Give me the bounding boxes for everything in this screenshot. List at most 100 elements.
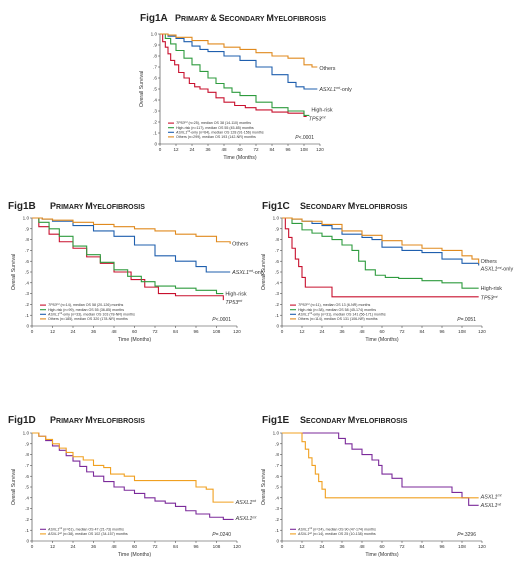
y-tick-label: 0 [26,539,29,544]
y-tick-label: .1 [275,528,279,533]
curve-end-label: ASXL1mt-only [480,266,514,273]
x-axis-title: Time (Months) [365,552,399,558]
curve-end-label: TP53mt [225,299,243,306]
legend-entry: Others (n=299), median OS 193 (142-NR) m… [176,135,256,139]
legend-entry: High-risk (n=38), median OS 58 (45-174) … [298,308,376,312]
x-tick-label: 24 [319,329,325,334]
y-tick-label: 1.0 [151,32,158,37]
figure-label: Fig1E [262,415,290,426]
curve-end-label: Others [481,259,497,265]
legend-entry: TP53mt (n=25), median OS 38 (14-110) mon… [176,120,251,125]
y-tick-label: .8 [25,237,29,242]
p-value: P<.0001 [212,317,231,323]
y-tick-label: .7 [25,463,29,468]
y-tick-label: 0 [276,324,279,329]
panel-b: Fig1B PRIMARY MYELOFIBROSIS 0 .1 .2 .3 .4 .5 .6.… [8,201,265,343]
curve-end-label: Others [319,66,335,72]
panel-a: Fig1A PRIMARY & SECONDARY MYELOFIBROSIS 0.… [139,13,352,161]
y-tick-label: .6 [25,259,29,264]
curve-end-label: High-risk [481,286,503,292]
x-tick-label: 36 [91,544,97,549]
survival-curve [282,217,480,264]
x-tick-label: 120 [478,329,486,334]
survival-curve [160,33,310,116]
curve-end-label: ASXL1mt [480,494,503,501]
survival-curve [32,217,224,301]
x-tick-label: 0 [31,329,34,334]
x-tick-label: 120 [233,544,241,549]
y-tick-label: .1 [25,528,29,533]
p-value: P=.0051 [457,317,476,323]
curve-end-label: High-risk [225,291,247,297]
x-axis-title: Time (Months) [223,155,257,161]
x-tick-label: 108 [458,329,466,334]
x-tick-label: 72 [399,544,405,549]
legend-entry: Others (n=185), median OS 320 (178-NR) m… [48,317,128,321]
x-tick-label: 60 [132,329,138,334]
curve-end-label: High-risk [311,108,333,114]
survival-curve [160,33,307,118]
x-tick-label: 36 [91,329,97,334]
x-tick-label: 48 [359,544,365,549]
y-tick-label: .6 [153,76,157,81]
y-tick-label: 0 [26,324,29,329]
legend-entry: ASXL1mt (n=61), median OS 47 (21-73) mon… [47,526,124,531]
legend-entry: ASXL1mt-only (n=31), median OS 141 (56-1… [297,311,386,316]
y-tick-label: .4 [25,280,29,285]
panel-d: Fig1D PRIMARY MYELOFIBROSIS 0 .1 .2 .3 .4 .5 .6.… [8,415,257,558]
y-axis-title: Overall Survival [11,469,17,505]
y-tick-label: .3 [25,506,29,511]
y-tick-label: .4 [153,98,157,103]
y-tick-label: .5 [275,485,279,490]
x-axis-title: Time (Months) [118,552,152,558]
x-axis-title: Time (Months) [365,337,399,343]
x-tick-label: 96 [439,544,445,549]
x-tick-label: 84 [419,544,425,549]
x-tick-label: 48 [111,544,117,549]
survival-curve [282,217,479,289]
legend-entry: Others (n=114), median OS 131 (106-NR) m… [298,317,378,321]
curve-end-label: TP53mt [481,295,499,302]
y-tick-label: .4 [275,495,279,500]
x-tick-label: 12 [299,329,305,334]
x-tick-label: 24 [70,544,76,549]
y-tick-label: .2 [275,517,279,522]
x-tick-label: 60 [132,544,138,549]
x-tick-label: 96 [439,329,445,334]
curve-end-label: ASXL1mt [235,515,258,522]
x-tick-label: 84 [419,329,425,334]
curve-end-label: ASXL1wt [480,502,502,509]
legend-entry: ASXL1wt (n=38), median OS 102 (34-157) m… [47,531,128,536]
y-tick-label: .5 [153,87,157,92]
figure-label: Fig1A [140,13,168,24]
p-value: P=.0240 [212,532,231,538]
x-tick-label: 108 [213,544,221,549]
x-tick-label: 84 [269,147,275,152]
x-tick-label: 24 [319,544,325,549]
y-tick-label: .9 [25,226,29,231]
legend-entry: TP53mt (n=11), median OS 13 (6-NR) month… [298,302,370,307]
x-tick-label: 72 [399,329,405,334]
y-tick-label: .1 [275,313,279,318]
y-tick-label: 1.0 [273,216,280,221]
p-value: P<.0001 [295,135,314,141]
x-tick-label: 120 [478,544,486,549]
y-tick-label: .9 [25,441,29,446]
x-tick-label: 60 [237,147,243,152]
y-tick-label: .3 [275,291,279,296]
y-tick-label: .8 [275,237,279,242]
p-value: P=.3296 [457,532,476,538]
y-tick-label: .1 [25,313,29,318]
survival-curve [160,33,318,68]
chart-title: SECONDARY MYELOFIBROSIS [300,201,408,211]
x-tick-label: 36 [339,544,345,549]
y-tick-label: .3 [275,506,279,511]
y-tick-label: 1.0 [23,216,30,221]
y-axis-title: Overall Survival [139,71,145,107]
y-axis-title: Overall Survival [261,469,267,505]
y-tick-label: .7 [275,463,279,468]
figure-label: Fig1B [8,201,36,212]
y-tick-label: .7 [275,248,279,253]
chart-title: SECONDARY MYELOFIBROSIS [300,415,408,425]
legend-entry: ASXL1mt (n=24), median OS 90 (47-174) mo… [297,526,376,531]
